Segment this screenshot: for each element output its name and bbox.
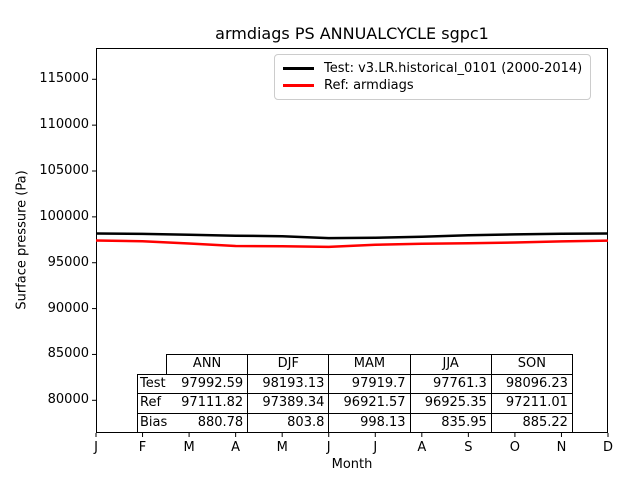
stats-header-cell: JJA (410, 355, 492, 375)
legend-entry: Ref: armdiags (283, 77, 582, 94)
stats-value-cell: 97111.82 (167, 394, 249, 414)
legend-entry-label: Test: v3.LR.historical_0101 (2000-2014) (324, 61, 583, 76)
y-tick-label: 85000 (47, 346, 89, 362)
test-series-line (95, 232, 609, 240)
x-tick-label: M (276, 440, 288, 455)
y-tick-label: 110000 (39, 117, 89, 133)
y-tick-label: 90000 (47, 300, 89, 316)
stats-value-cell: 880.78 (167, 413, 249, 434)
x-tick-label: A (231, 440, 241, 455)
stats-value-cell: 97389.34 (248, 394, 330, 414)
stats-value-cell: 97211.01 (491, 394, 573, 414)
y-tick-label: 95000 (47, 254, 89, 270)
y-tick-label: 100000 (39, 208, 89, 224)
stats-row-label-cell: Bias (138, 413, 168, 434)
chart-title: armdiags PS ANNUALCYCLE sgpc1 (215, 24, 489, 43)
stats-value-cell: 98193.13 (248, 374, 330, 395)
legend-line-sample (283, 84, 314, 87)
stats-value-cell: 96925.35 (410, 394, 492, 414)
stats-value-cell: 97761.3 (410, 374, 492, 395)
stats-value-cell: 96921.57 (329, 394, 411, 414)
stats-header-cell: ANN (167, 355, 249, 375)
stats-value-cell: 885.22 (491, 413, 573, 434)
stats-header-cell: SON (491, 355, 573, 375)
stats-table: ANN DJF MAM JJA SON 97992.59 98193.13 97919.7 97… (166, 354, 573, 434)
x-tick-label: J (326, 440, 331, 455)
legend-entry: Test: v3.LR.historical_0101 (2000-2014) (283, 60, 582, 77)
stats-row-label-cell: Ref (138, 394, 168, 414)
x-tick-label: N (556, 440, 567, 455)
stats-value-cell: 835.95 (410, 413, 492, 434)
y-tick-label: 105000 (39, 163, 89, 178)
stats-header-cell: DJF (248, 355, 330, 375)
y-tick-label: 80000 (47, 392, 89, 408)
stats-value-cell: 97992.59 (167, 374, 249, 395)
y-axis-label: Surface pressure (Pa) (14, 170, 30, 310)
x-tick-label: J (94, 440, 98, 455)
stats-table-row-labels: Test Ref Bias (137, 373, 168, 434)
stats-value-cell: 998.13 (329, 413, 411, 434)
x-tick-label: F (138, 440, 147, 455)
x-tick-label: O (509, 440, 521, 455)
stats-header-cell: MAM (329, 355, 411, 375)
stats-value-cell: 98096.23 (491, 374, 573, 395)
y-tick-label: 115000 (39, 71, 89, 87)
x-tick-label: M (183, 440, 195, 455)
legend: Test: v3.LR.historical_0101 (2000-2014) R… (274, 54, 592, 100)
x-tick-label: A (417, 440, 427, 455)
x-tick-label: D (602, 440, 613, 455)
legend-line-sample (283, 67, 314, 70)
x-tick-label: S (464, 440, 473, 455)
x-axis-label: Month (331, 457, 373, 472)
x-tick-label: J (373, 440, 378, 455)
stats-value-cell: 803.8 (248, 413, 330, 434)
legend-entry-label: Ref: armdiags (324, 78, 414, 93)
ref-series-line (95, 239, 609, 249)
stats-value-cell: 97919.7 (329, 374, 411, 395)
stats-row-label-cell: Test (138, 374, 168, 395)
